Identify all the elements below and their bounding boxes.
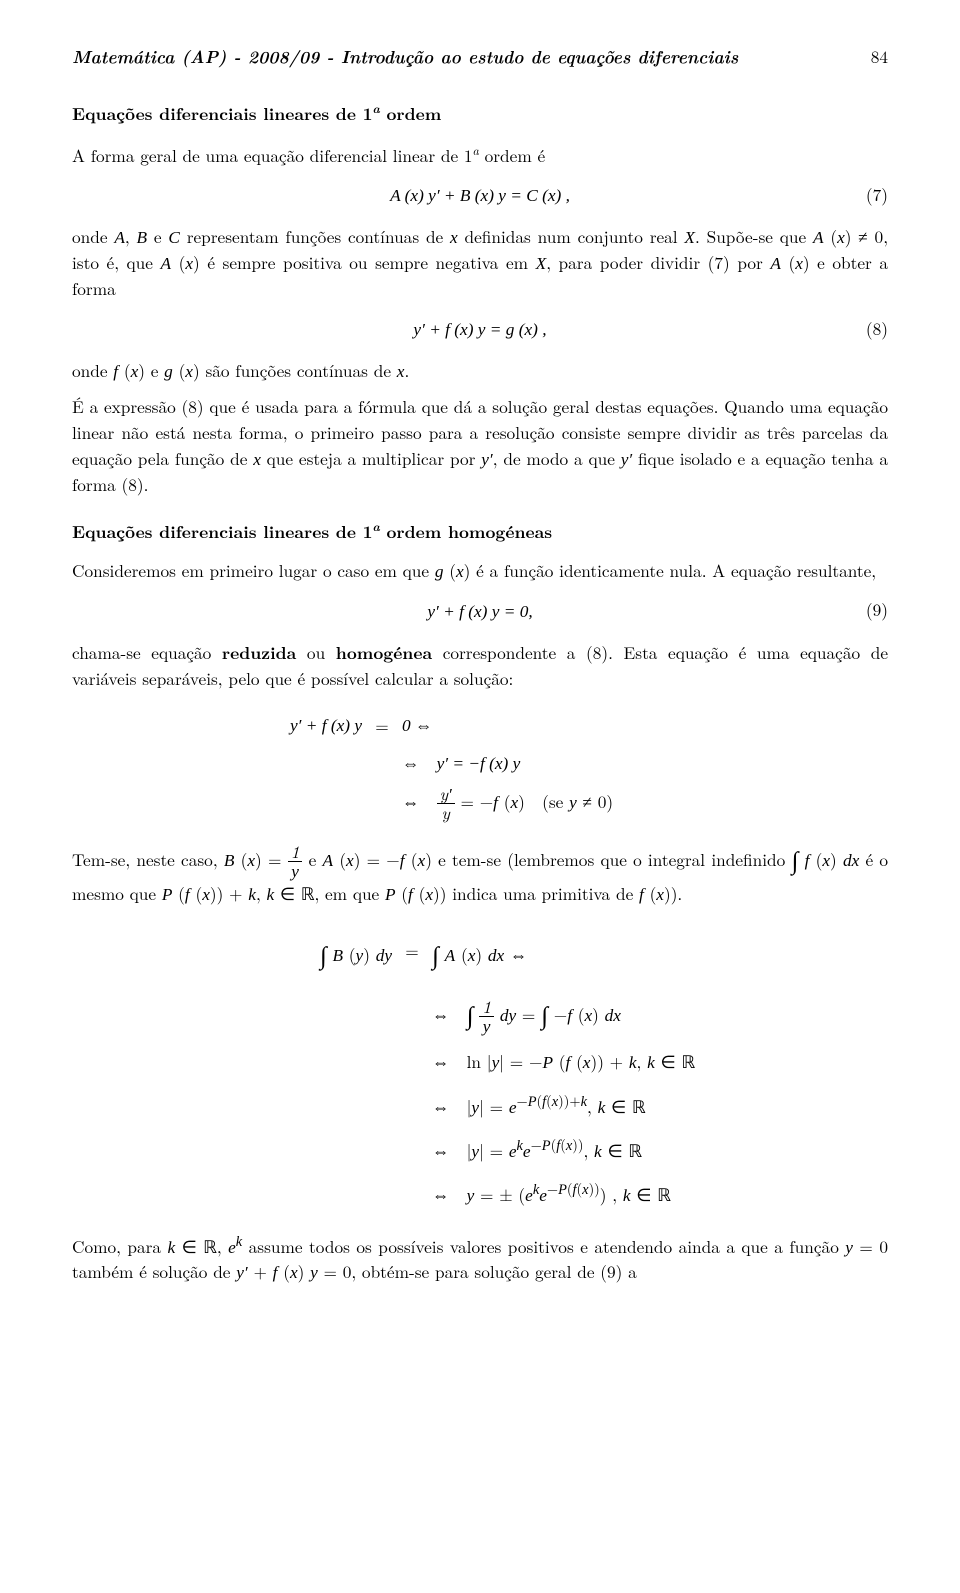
- deriv2-l6: ⇔ y = ± (eke−P(f(x))) , k ∈ ℝ: [424, 1172, 888, 1216]
- derivation-2: ∫ B (y) dy = ∫ A (x) dx ⇔ ⇔ ∫ 1y dy = ∫ …: [252, 922, 888, 1217]
- deriv2-line5: ⇔ |y| = eke−P(f(x)), k ∈ ℝ: [252, 1128, 888, 1172]
- deriv1-line3: ⇔ y′y = −f (x) (se y ≠ 0): [222, 783, 888, 824]
- equation-8: y′ + f (x) y = g (x) , (8): [72, 315, 888, 345]
- para-after-eq7: onde A, B e C representam funções contín…: [72, 225, 888, 303]
- deriv2-l5: ⇔ |y| = eke−P(f(x)), k ∈ ℝ: [424, 1128, 888, 1172]
- eq8-num: (8): [866, 317, 888, 343]
- deriv2-l2: ⇔ ∫ 1y dy = ∫ −f (x) dx: [424, 982, 888, 1042]
- eq9-num: (9): [866, 599, 888, 625]
- page-header: Matemática (AP) - 2008/09 - Introdução a…: [72, 44, 888, 71]
- para-explain-eq8: É a expressão (8) que é usada para a fór…: [72, 395, 888, 499]
- para-intro: A forma geral de uma equação diferencial…: [72, 141, 888, 170]
- eq7-expr: A (x) y′ + B (x) y = C (x) ,: [390, 183, 570, 209]
- eq7-num: (7): [866, 183, 888, 209]
- deriv2-line2: ⇔ ∫ 1y dy = ∫ −f (x) dx: [252, 982, 888, 1042]
- equation-7: A (x) y′ + B (x) y = C (x) , (7): [72, 181, 888, 211]
- header-title: Matemática (AP) - 2008/09 - Introdução a…: [72, 44, 738, 70]
- deriv2-l4: ⇔ |y| = e−P(f(x))+k, k ∈ ℝ: [424, 1084, 888, 1128]
- deriv2-line3: ⇔ ln |y| = −P (f (x)) + k, k ∈ ℝ: [252, 1042, 888, 1084]
- derivation-1: y′ + f (x) y = 0 ⇔ ⇔ y′ = −f (x) y ⇔ y′y…: [222, 707, 888, 824]
- deriv1-l1-left: y′ + f (x) y: [222, 707, 370, 745]
- deriv1-line2: ⇔ y′ = −f (x) y: [222, 745, 888, 783]
- deriv2-l1-eq: =: [400, 931, 424, 973]
- deriv1-line1: y′ + f (x) y = 0 ⇔: [222, 707, 888, 745]
- deriv1-l2: ⇔ y′ = −f (x) y: [394, 745, 888, 783]
- deriv2-l3: ⇔ ln |y| = −P (f (x)) + k, k ∈ ℝ: [424, 1042, 888, 1084]
- eq9-expr: y′ + f (x) y = 0,: [427, 599, 532, 625]
- deriv1-l1-eq: =: [370, 707, 394, 745]
- deriv2-line1: ∫ B (y) dy = ∫ A (x) dx ⇔: [252, 922, 888, 982]
- deriv1-l3: ⇔ y′y = −f (x) (se y ≠ 0): [394, 783, 888, 824]
- page-number: 84: [871, 45, 888, 71]
- deriv2-l1-right: ∫ A (x) dx ⇔: [424, 922, 888, 982]
- deriv2-line4: ⇔ |y| = e−P(f(x))+k, k ∈ ℝ: [252, 1084, 888, 1128]
- para-conclusion: Como, para k ∈ ℝ, ek assume todos os pos…: [72, 1231, 888, 1287]
- section-title-1: Equações diferenciais lineares de 1a ord…: [72, 99, 888, 127]
- section-title-2: Equações diferenciais lineares de 1a ord…: [72, 517, 888, 545]
- para-after-eq9: chama-se equação reduzida ou homogénea c…: [72, 640, 888, 693]
- deriv2-line6: ⇔ y = ± (eke−P(f(x))) , k ∈ ℝ: [252, 1172, 888, 1216]
- para-after-eq8: onde f (x) e g (x) são funções contínuas…: [72, 359, 888, 385]
- page: Matemática (AP) - 2008/09 - Introdução a…: [0, 0, 960, 1336]
- para-homog-intro: Consideremos em primeiro lugar o caso em…: [72, 559, 888, 585]
- para-integral-setup: Tem-se, neste caso, B (x) = 1y e A (x) =…: [72, 838, 888, 908]
- equation-9: y′ + f (x) y = 0, (9): [72, 596, 888, 626]
- deriv2-l1-left: ∫ B (y) dy: [252, 922, 400, 982]
- deriv1-l1-right: 0 ⇔: [394, 707, 888, 745]
- eq8-expr: y′ + f (x) y = g (x) ,: [413, 317, 546, 343]
